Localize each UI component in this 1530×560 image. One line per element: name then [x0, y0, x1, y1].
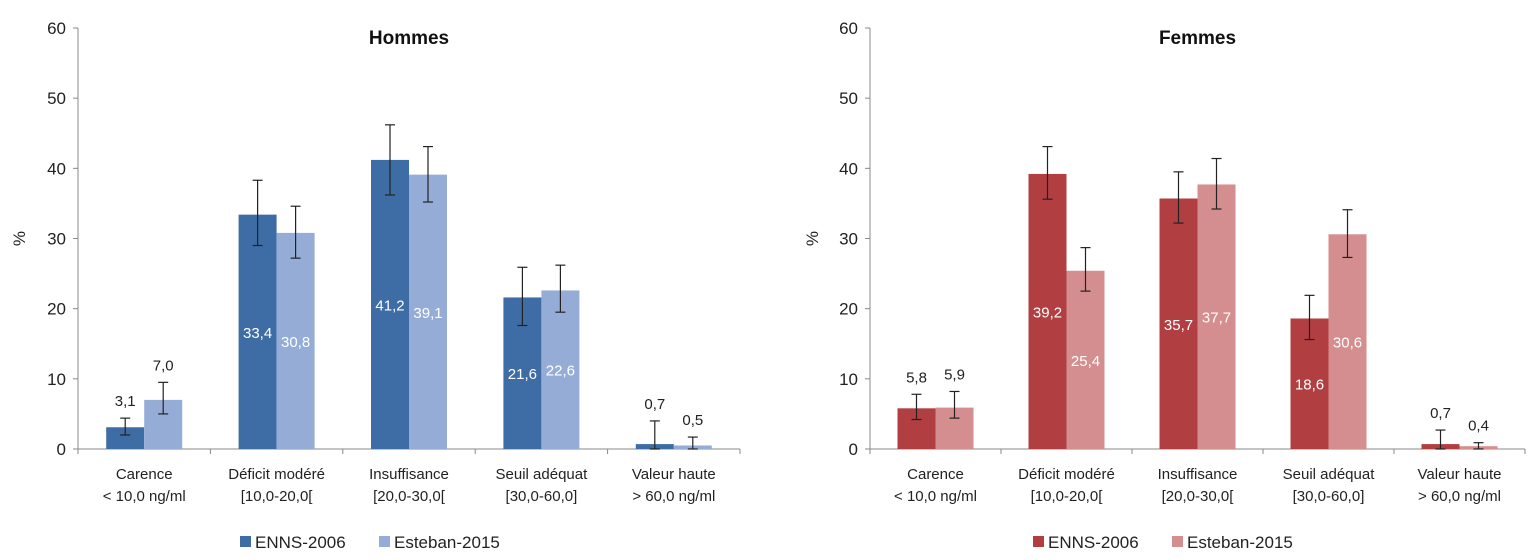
- data-label: 39,1: [413, 305, 442, 322]
- y-axis-label: %: [803, 231, 822, 246]
- data-label: 0,5: [682, 412, 703, 429]
- y-tick-label: 40: [47, 159, 66, 178]
- x-category-label: Déficit modéré: [228, 466, 325, 483]
- data-label: 0,4: [1468, 418, 1489, 435]
- legend-label: Esteban-2015: [394, 533, 500, 552]
- x-category-label: [30,0-60,0]: [506, 488, 578, 505]
- y-tick-label: 20: [47, 300, 66, 319]
- legend-label: ENNS-2006: [255, 533, 346, 552]
- x-category-label: Seuil adéquat: [1283, 466, 1376, 483]
- data-label: 35,7: [1164, 317, 1193, 334]
- bar: [1290, 318, 1329, 449]
- x-category-label: > 60,0 ng/ml: [632, 488, 715, 505]
- x-category-label: [10,0-20,0[: [1031, 488, 1104, 505]
- bar: [238, 214, 277, 449]
- x-category-label: [10,0-20,0[: [241, 488, 314, 505]
- bar: [106, 427, 145, 449]
- y-tick-label: 60: [839, 19, 858, 38]
- legend-label: ENNS-2006: [1048, 533, 1139, 552]
- bar: [1197, 184, 1236, 449]
- data-label: 18,6: [1295, 377, 1324, 394]
- bar: [1066, 270, 1105, 449]
- x-category-label: Valeur haute: [632, 466, 716, 483]
- data-label: 21,6: [508, 366, 537, 383]
- y-tick-label: 50: [47, 89, 66, 108]
- legend-swatch: [240, 536, 251, 547]
- data-label: 30,8: [281, 334, 310, 351]
- y-tick-label: 0: [57, 440, 66, 459]
- bar: [371, 159, 409, 449]
- chart-panel-1: 0 10 20 30 40 50 60% Femmes Carence < 10,0 ng/ml D…: [803, 19, 1526, 552]
- data-label: 5,8: [906, 369, 927, 386]
- data-label: 39,2: [1033, 304, 1062, 321]
- x-category-label: [20,0-30,0[: [373, 488, 446, 505]
- chart-panel-0: 0 10 20 30 40 50 60% Hommes Carence < 10,0 ng/ml D…: [10, 19, 741, 552]
- legend-swatch: [1172, 536, 1183, 547]
- chart-title: Hommes: [369, 28, 449, 49]
- y-tick-label: 60: [47, 19, 66, 38]
- data-label: 25,4: [1071, 353, 1100, 370]
- x-category-label: Déficit modéré: [1018, 466, 1115, 483]
- legend-swatch: [379, 536, 390, 547]
- bar: [409, 174, 447, 450]
- data-label: 41,2: [375, 297, 404, 314]
- y-axis-label: %: [10, 231, 29, 246]
- x-category-label: Valeur haute: [1418, 466, 1502, 483]
- data-label: 7,0: [153, 357, 174, 374]
- x-category-label: [30,0-60,0]: [1293, 488, 1365, 505]
- legend-swatch: [1033, 536, 1044, 547]
- x-category-label: Insuffisance: [1158, 466, 1238, 483]
- data-label: 22,6: [546, 363, 575, 380]
- bar: [1328, 234, 1367, 449]
- x-category-label: Seuil adéquat: [496, 466, 589, 483]
- bar: [1159, 198, 1198, 449]
- y-tick-label: 30: [839, 230, 858, 249]
- legend-label: Esteban-2015: [1187, 533, 1293, 552]
- x-category-label: Carence: [907, 466, 964, 483]
- x-category-label: Carence: [116, 466, 173, 483]
- data-label: 3,1: [115, 393, 136, 410]
- x-category-label: [20,0-30,0[: [1162, 488, 1235, 505]
- data-label: 37,7: [1202, 310, 1231, 327]
- y-tick-label: 0: [849, 440, 858, 459]
- chart-title: Femmes: [1159, 28, 1236, 49]
- y-tick-label: 10: [47, 370, 66, 389]
- data-label: 30,6: [1333, 335, 1362, 352]
- bar: [276, 232, 315, 449]
- x-category-label: > 60,0 ng/ml: [1418, 488, 1501, 505]
- y-tick-label: 20: [839, 300, 858, 319]
- data-label: 0,7: [1430, 405, 1451, 422]
- bar: [541, 290, 580, 449]
- bar: [1028, 173, 1067, 450]
- y-tick-label: 10: [839, 370, 858, 389]
- y-tick-label: 40: [839, 159, 858, 178]
- x-category-label: Insuffisance: [369, 466, 449, 483]
- data-label: 0,7: [644, 396, 665, 413]
- y-tick-label: 30: [47, 230, 66, 249]
- data-label: 5,9: [944, 366, 965, 383]
- x-category-label: < 10,0 ng/ml: [103, 488, 186, 505]
- data-label: 33,4: [243, 325, 272, 342]
- x-category-label: < 10,0 ng/ml: [894, 488, 977, 505]
- y-tick-label: 50: [839, 89, 858, 108]
